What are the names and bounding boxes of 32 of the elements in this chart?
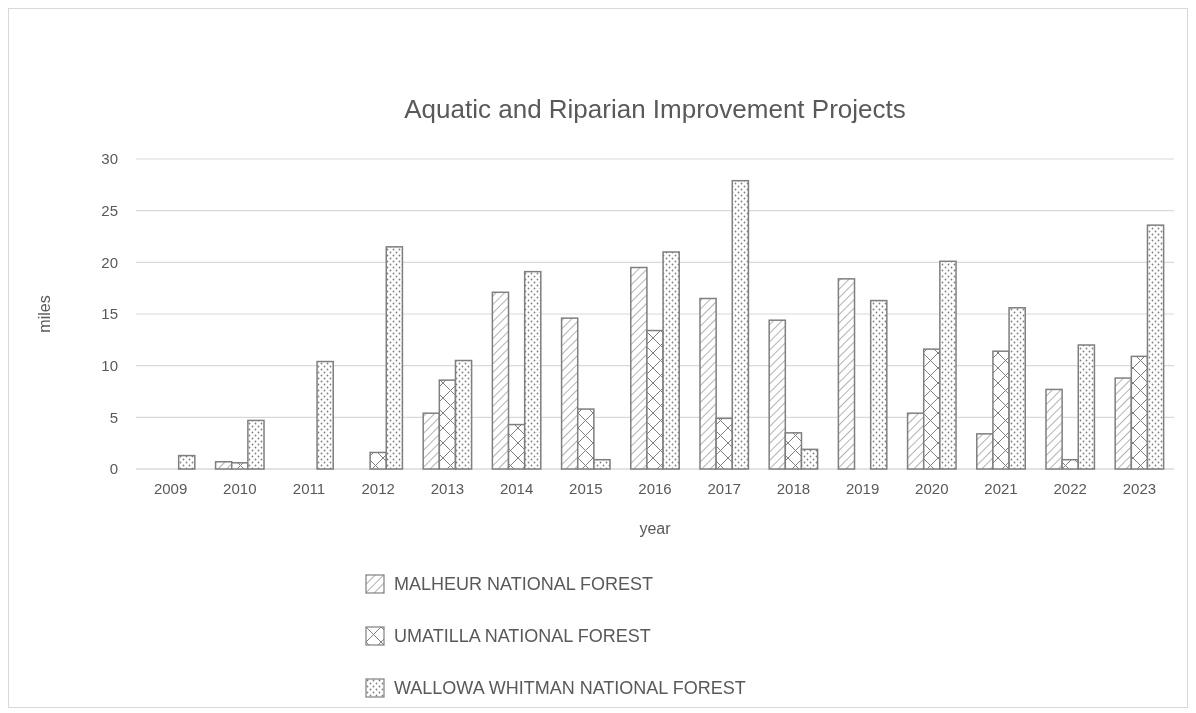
x-tick-label: 2014: [499, 480, 534, 497]
y-tick-label: 15: [101, 305, 118, 323]
bar: [837, 278, 856, 470]
legend-label: MALHEUR NATIONAL FOREST: [394, 574, 654, 595]
x-tick-label: 2013: [430, 480, 465, 497]
y-tick-label: 5: [109, 408, 118, 426]
x-tick-label: 2018: [776, 480, 811, 497]
y-tick-label: 10: [101, 356, 118, 374]
x-tick-label: 2021: [984, 480, 1018, 497]
x-tick-label: 2017: [707, 480, 741, 497]
legend-label: UMATILLA NATIONAL FOREST: [394, 626, 651, 647]
x-tick-label: 2010: [223, 480, 257, 497]
x-tick-label: 2012: [361, 480, 395, 497]
y-tick-label: 25: [101, 201, 118, 219]
bar: [316, 360, 334, 470]
x-tick-label: 2016: [638, 480, 672, 497]
x-tick-label: 2015: [569, 480, 603, 497]
legend-label: WALLOWA WHITMAN NATIONAL FOREST: [394, 678, 746, 699]
x-tick-label: 2020: [915, 480, 949, 497]
chart-title: Aquatic and Riparian Improvement Projects: [404, 94, 906, 124]
bar: [869, 299, 888, 470]
y-axis-title: miles: [36, 295, 53, 333]
y-tick-label: 20: [101, 253, 118, 271]
y-tick-label: 0: [109, 460, 118, 478]
x-tick-label: 2009: [153, 480, 188, 497]
x-tick-label: 2019: [845, 480, 880, 497]
x-tick-label: 2011: [292, 480, 326, 497]
x-tick-label: 2023: [1122, 480, 1157, 497]
y-tick-label: 30: [101, 150, 118, 168]
x-axis-title: year: [639, 520, 672, 537]
bar: [177, 454, 196, 470]
x-tick-label: 2022: [1053, 480, 1087, 497]
